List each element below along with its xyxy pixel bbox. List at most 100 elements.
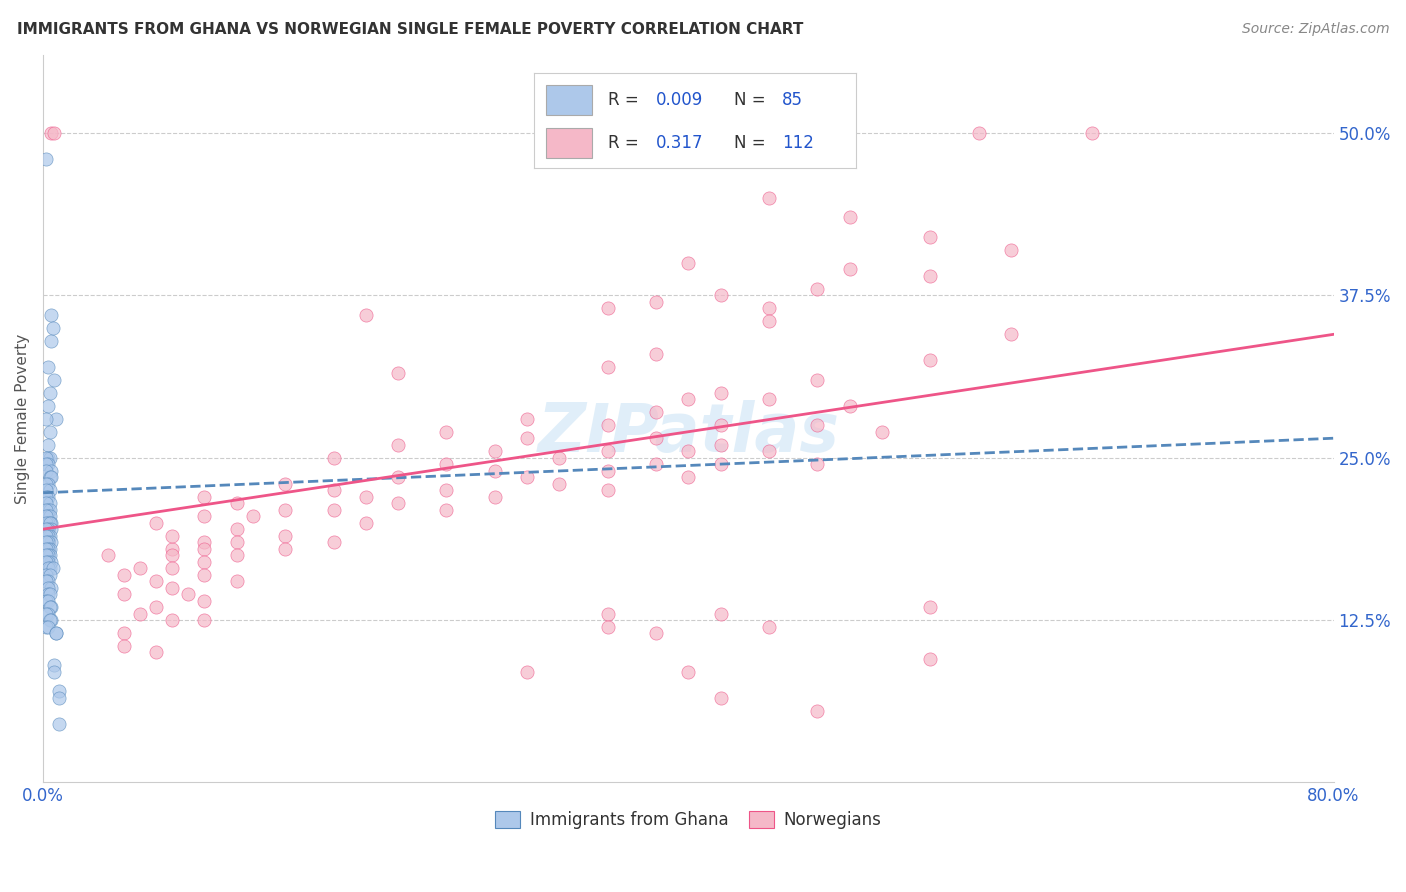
Point: [838, 262, 860, 277]
Point: [645, 457, 668, 471]
Point: [354, 516, 377, 530]
Point: [678, 665, 700, 679]
Point: [45, 626, 67, 640]
Point: [225, 574, 247, 588]
Point: [39, 600, 62, 615]
Point: [45, 626, 67, 640]
Point: [35, 509, 58, 524]
Point: [37, 528, 59, 542]
Point: [920, 600, 942, 615]
Point: [35, 490, 58, 504]
Point: [678, 392, 700, 407]
Point: [160, 528, 183, 542]
Point: [758, 619, 780, 633]
Point: [44, 126, 66, 140]
Point: [1000, 243, 1022, 257]
Point: [39, 555, 62, 569]
Point: [37, 548, 59, 562]
Point: [37, 450, 59, 465]
Point: [35, 476, 58, 491]
Point: [38, 385, 60, 400]
Point: [35, 450, 58, 465]
Point: [38, 496, 60, 510]
Point: [354, 308, 377, 322]
Point: [193, 567, 215, 582]
Point: [160, 581, 183, 595]
Point: [38, 600, 60, 615]
Point: [39, 535, 62, 549]
Point: [596, 359, 619, 374]
Point: [193, 541, 215, 556]
Point: [160, 548, 183, 562]
Point: [38, 613, 60, 627]
Point: [758, 191, 780, 205]
Point: [387, 438, 409, 452]
Point: [242, 509, 264, 524]
Point: [35, 619, 58, 633]
Point: [35, 593, 58, 607]
Point: [678, 470, 700, 484]
Point: [37, 587, 59, 601]
Point: [193, 490, 215, 504]
Point: [39, 613, 62, 627]
Point: [48, 717, 70, 731]
Point: [1000, 327, 1022, 342]
Point: [920, 652, 942, 666]
Point: [920, 353, 942, 368]
Point: [38, 548, 60, 562]
Point: [436, 483, 458, 498]
Point: [596, 418, 619, 433]
Point: [516, 470, 538, 484]
Point: [48, 684, 70, 698]
Point: [920, 230, 942, 244]
Point: [129, 607, 152, 621]
Point: [193, 535, 215, 549]
Point: [35, 574, 58, 588]
Point: [710, 418, 733, 433]
Point: [596, 619, 619, 633]
Point: [37, 438, 59, 452]
Text: IMMIGRANTS FROM GHANA VS NORWEGIAN SINGLE FEMALE POVERTY CORRELATION CHART: IMMIGRANTS FROM GHANA VS NORWEGIAN SINGL…: [17, 22, 803, 37]
Point: [38, 528, 60, 542]
Point: [35, 502, 58, 516]
Point: [38, 483, 60, 498]
Point: [710, 438, 733, 452]
Point: [193, 613, 215, 627]
Point: [44, 658, 66, 673]
Point: [354, 490, 377, 504]
Point: [37, 607, 59, 621]
Point: [516, 411, 538, 425]
Point: [35, 522, 58, 536]
Point: [596, 301, 619, 316]
Text: ZIPatlas: ZIPatlas: [537, 401, 839, 467]
Point: [145, 574, 167, 588]
Point: [758, 314, 780, 328]
Point: [38, 567, 60, 582]
Point: [710, 288, 733, 302]
Point: [35, 535, 58, 549]
Point: [548, 450, 571, 465]
Point: [193, 593, 215, 607]
Point: [193, 555, 215, 569]
Y-axis label: Single Female Poverty: Single Female Poverty: [15, 334, 30, 504]
Point: [678, 444, 700, 458]
Point: [39, 516, 62, 530]
Point: [645, 431, 668, 445]
Point: [145, 516, 167, 530]
Point: [274, 528, 297, 542]
Point: [678, 256, 700, 270]
Point: [39, 581, 62, 595]
Point: [37, 457, 59, 471]
Point: [37, 502, 59, 516]
Point: [387, 470, 409, 484]
Point: [37, 541, 59, 556]
Point: [44, 665, 66, 679]
Point: [42, 321, 65, 335]
Point: [37, 359, 59, 374]
Point: [42, 561, 65, 575]
Point: [145, 600, 167, 615]
Point: [37, 535, 59, 549]
Point: [37, 574, 59, 588]
Point: [38, 541, 60, 556]
Point: [838, 399, 860, 413]
